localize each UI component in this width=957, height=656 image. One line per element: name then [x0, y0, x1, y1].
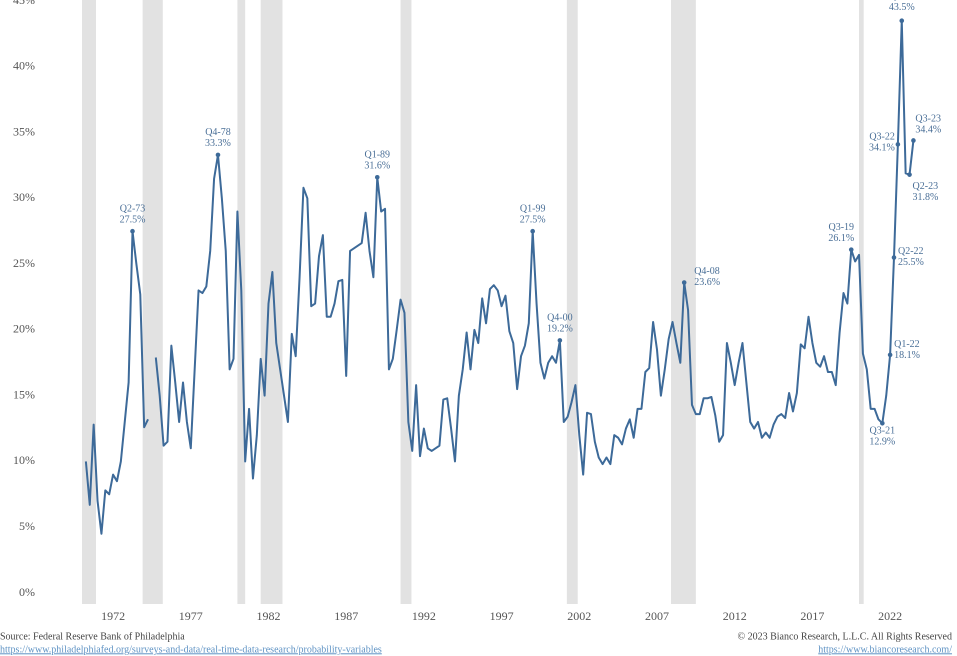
annotation-label: Q3-19 [828, 222, 854, 233]
x-tick-label: 1992 [412, 609, 436, 623]
annotation-value: 43.5% [889, 2, 915, 13]
x-tick-label: 1997 [490, 609, 514, 623]
x-tick-label: 2012 [723, 609, 747, 623]
annotation-label: Q2-23 [913, 181, 939, 192]
y-tick-label: 35% [13, 124, 35, 138]
annotation-label: Q2-73 [120, 204, 146, 215]
annotation-point [374, 174, 380, 180]
annotation-label: Q1-99 [520, 204, 546, 215]
annotation-point [899, 18, 905, 24]
y-tick-label: 40% [13, 59, 35, 73]
annotation-point [887, 352, 893, 358]
recession-band [400, 0, 412, 604]
annotation-value: 18.1% [894, 350, 920, 361]
annotation-label: Q3-23 [915, 114, 941, 125]
annotation-label: Q4-22 [889, 0, 915, 2]
annotation-label: Q4-00 [547, 313, 573, 324]
annotation-label: Q2-22 [898, 246, 924, 257]
annotation-value: 27.5% [120, 215, 146, 226]
annotation-point [895, 142, 901, 147]
x-tick-label: 2007 [645, 609, 669, 623]
x-tick-label: 1977 [179, 609, 203, 623]
source: Source: Federal Reserve Bank of Philadel… [0, 631, 185, 642]
annotation-value: 33.3% [205, 138, 231, 149]
annotation-value: 12.9% [869, 437, 895, 448]
series-line [84, 19, 915, 535]
annotation-point [848, 247, 854, 252]
copyright: © 2023 Bianco Research, L.L.C. All Right… [737, 631, 952, 642]
annotation-point [907, 172, 912, 177]
annotation-point [911, 138, 916, 143]
y-tick-label: 15% [13, 387, 35, 401]
recession-band [82, 0, 96, 604]
annotation-point [891, 255, 897, 260]
x-tick-label: 1972 [101, 609, 125, 623]
annotation-point [681, 280, 687, 285]
y-tick-label: 45% [13, 0, 35, 7]
annotation-value: 31.6% [364, 161, 390, 172]
annotation-label: Q4-78 [205, 127, 231, 138]
x-tick-label: 2002 [567, 609, 591, 623]
y-tick-label: 5% [19, 519, 35, 533]
y-tick-label: 30% [13, 190, 35, 204]
annotation-value: 26.1% [828, 233, 854, 244]
annotation-label: Q1-89 [364, 150, 390, 161]
annotation-label: Q3-21 [870, 426, 896, 437]
source-link[interactable]: https://www.philadelphiafed.org/surveys-… [0, 644, 382, 655]
annotation-point [215, 152, 221, 158]
annotation-label: Q4-08 [694, 266, 720, 277]
annotation-value: 34.1% [869, 143, 895, 154]
y-tick-label: 0% [19, 585, 35, 599]
annotation-point [880, 420, 885, 426]
x-tick-label: 1987 [334, 609, 358, 623]
annotation-label: Q1-22 [894, 339, 920, 350]
x-tick-label: 2017 [800, 609, 824, 623]
annotation-label: Q3-22 [869, 132, 895, 143]
recession-band [260, 0, 283, 604]
recession-band [142, 0, 163, 604]
annotation-value: 27.5% [520, 215, 546, 226]
annotation-point [130, 228, 135, 234]
annotation-value: 34.4% [915, 125, 941, 136]
y-tick-label: 10% [13, 453, 35, 467]
y-tick-label: 25% [13, 256, 35, 270]
annotation-value: 19.2% [547, 324, 573, 335]
annotation-point [530, 228, 535, 234]
copyright-link[interactable]: https://www.biancoresearch.com/ [818, 644, 952, 655]
y-tick-label: 20% [13, 322, 35, 336]
recession-band [566, 0, 578, 604]
x-tick-label: 1982 [256, 609, 280, 623]
annotation-value: 31.8% [913, 192, 939, 203]
annotation-value: 23.6% [694, 277, 720, 288]
annotation-value: 25.5% [898, 257, 924, 268]
annotation-point [557, 338, 563, 343]
x-tick-label: 2022 [878, 609, 902, 623]
